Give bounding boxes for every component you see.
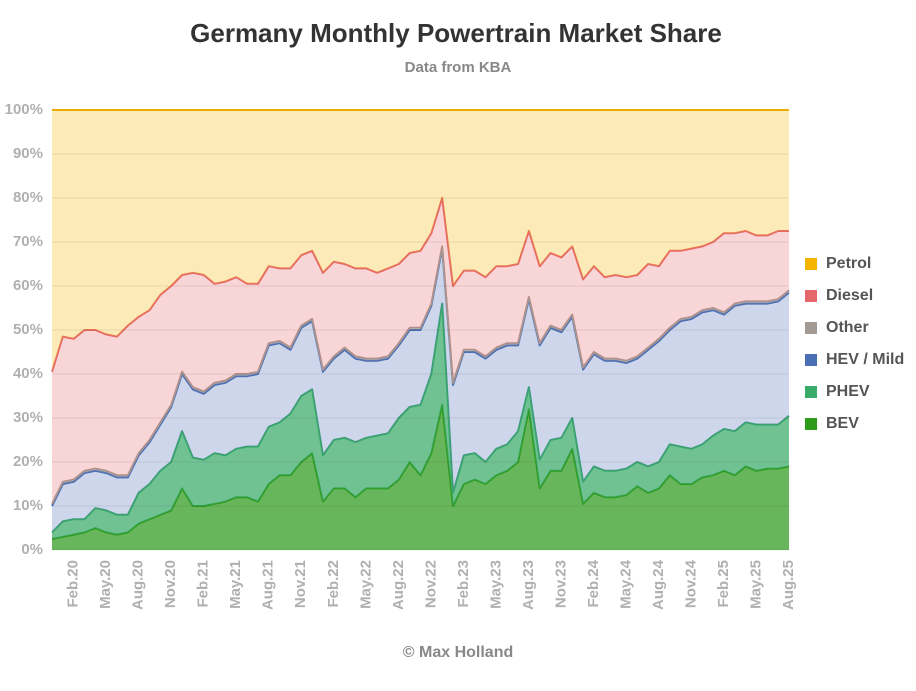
legend-swatch [805, 290, 817, 302]
y-tick-label: 70% [13, 233, 43, 250]
x-tick-label: Nov.23 [552, 560, 569, 608]
x-tick-label: Aug.23 [520, 560, 537, 610]
x-tick-label: Feb.22 [325, 560, 342, 608]
x-tick-label: Nov.22 [422, 560, 439, 608]
x-tick-label: May.21 [227, 560, 244, 609]
chart-subtitle: Data from KBA [405, 59, 512, 76]
legend-label: HEV / Mild [826, 351, 904, 368]
legend-label: Other [826, 319, 869, 336]
y-tick-label: 20% [13, 453, 43, 470]
series-line [51, 302, 790, 534]
x-tick-label: Aug.20 [130, 560, 147, 610]
area [52, 404, 789, 550]
x-tick-label: Feb.20 [65, 560, 82, 608]
legend-swatch [805, 258, 817, 270]
x-tick-label: May.24 [617, 559, 634, 609]
series-line [51, 245, 790, 505]
x-tick-label: Feb.21 [195, 560, 212, 608]
area [52, 198, 789, 504]
area [52, 303, 789, 539]
x-tick-label: May.25 [747, 560, 764, 609]
y-tick-label: 0% [21, 541, 43, 558]
x-tick-label: Aug.22 [390, 560, 407, 610]
x-tick-label: Feb.25 [715, 560, 732, 608]
legend-label: BEV [826, 415, 859, 432]
legend-label: PHEV [826, 383, 870, 400]
area [52, 110, 789, 372]
x-tick-label: May.22 [357, 560, 374, 609]
x-tick-label: Feb.23 [455, 560, 472, 608]
credit: © Max Holland [403, 644, 513, 661]
x-tick-label: Nov.20 [162, 560, 179, 608]
y-tick-label: 30% [13, 409, 43, 426]
series-line [51, 197, 789, 373]
x-tick-label: Aug.24 [650, 559, 667, 610]
y-tick-label: 60% [13, 277, 43, 294]
legend-swatch [805, 418, 817, 430]
legend-swatch [805, 386, 817, 398]
x-tick-label: Aug.25 [780, 560, 797, 610]
y-tick-label: 80% [13, 189, 43, 206]
area [52, 248, 789, 533]
x-tick-label: Nov.24 [682, 559, 699, 608]
legend-swatch [805, 354, 817, 366]
legend-swatch [805, 322, 817, 334]
x-tick-label: May.20 [97, 560, 114, 609]
legend-label: Petrol [826, 255, 871, 272]
y-tick-label: 100% [5, 101, 43, 118]
x-tick-label: Feb.24 [585, 559, 602, 607]
chart-title: Germany Monthly Powertrain Market Share [190, 18, 722, 48]
legend-label: Diesel [826, 287, 873, 304]
plot-area [51, 109, 790, 550]
y-tick-label: 10% [13, 497, 43, 514]
y-tick-label: 90% [13, 145, 43, 162]
x-tick-label: May.23 [487, 560, 504, 609]
x-tick-label: Nov.21 [292, 560, 309, 608]
y-tick-label: 50% [13, 321, 43, 338]
x-tick-label: Aug.21 [260, 560, 277, 610]
y-tick-label: 40% [13, 365, 43, 382]
